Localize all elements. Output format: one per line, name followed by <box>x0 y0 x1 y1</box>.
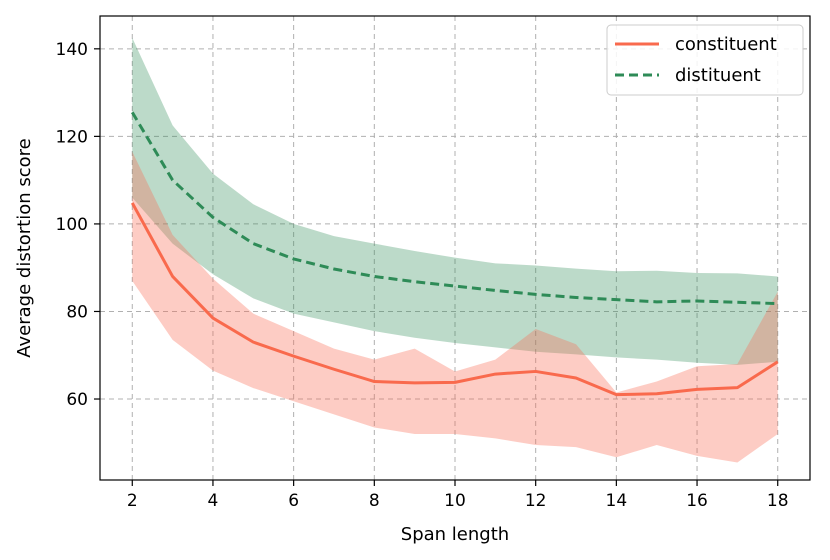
series-lines <box>130 111 779 397</box>
y-tick-label: 120 <box>56 127 88 147</box>
band-distituent <box>132 37 778 365</box>
x-tick-label: 14 <box>606 491 628 511</box>
legend: constituent distituent <box>606 24 804 96</box>
band-constituent <box>132 151 778 463</box>
series-line-constituent <box>130 202 779 397</box>
grid <box>100 16 810 480</box>
x-tick-label: 4 <box>208 491 219 511</box>
x-axis-label: Span length <box>401 524 509 545</box>
y-axis: 60 80 100 120 140 <box>56 40 100 410</box>
x-tick-label: 10 <box>444 491 466 511</box>
legend-label-distituent: distituent <box>675 65 761 86</box>
y-tick-label: 80 <box>66 302 88 322</box>
x-tick-label: 16 <box>686 491 708 511</box>
x-tick-label: 2 <box>127 491 138 511</box>
x-tick-label: 8 <box>369 491 380 511</box>
series-line-distituent <box>130 111 778 306</box>
x-tick-label: 12 <box>525 491 547 511</box>
y-tick-label: 140 <box>56 40 88 60</box>
y-tick-label: 100 <box>56 215 88 235</box>
y-tick-label: 60 <box>66 390 88 410</box>
x-axis: 2 4 6 8 10 12 14 16 18 <box>127 480 789 511</box>
x-tick-label: 18 <box>767 491 789 511</box>
y-axis-label: Average distortion score <box>14 138 35 357</box>
legend-label-constituent: constituent <box>675 34 777 55</box>
x-tick-label: 6 <box>288 491 299 511</box>
confidence-bands <box>132 37 778 463</box>
